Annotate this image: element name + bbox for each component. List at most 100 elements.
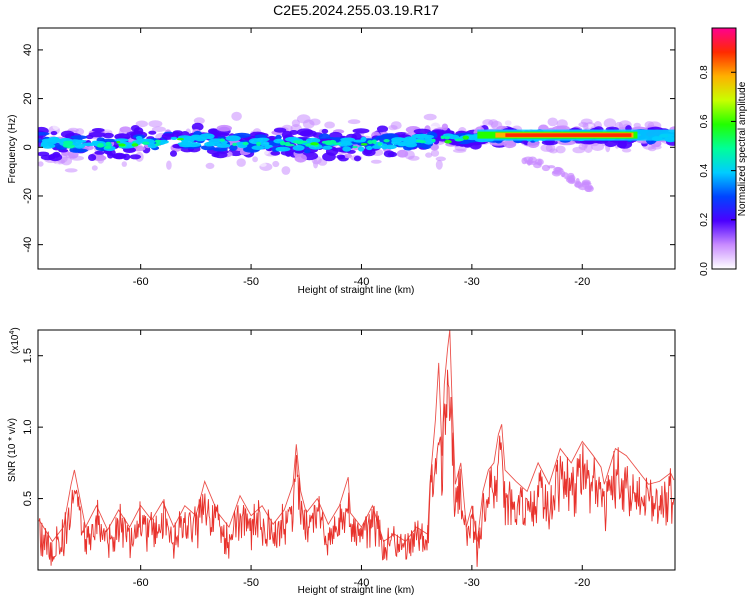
spectrogram-cell (252, 156, 258, 163)
colorbar-label: Normalized spectral amplitude (737, 81, 748, 216)
spectrogram-cell (444, 136, 450, 140)
spectrogram-heatmap (38, 110, 675, 193)
colorbar-tick-label: 0.2 (699, 212, 710, 226)
spectrogram-cell (260, 141, 270, 147)
spectrogram-cell (310, 142, 319, 146)
spectrogram-cell (569, 174, 576, 182)
spectrogram-cell (424, 136, 433, 143)
spectrogram-cell (305, 143, 312, 147)
spectrogram-cell (396, 149, 409, 158)
spectrogram-cell (229, 144, 238, 151)
spectrogram-cell (275, 134, 282, 140)
spectrogram-cell (423, 113, 437, 121)
spectrogram-cell (304, 149, 311, 154)
spectrogram-cell (50, 131, 58, 136)
spectrogram-cell (639, 120, 646, 126)
spectrogram-cell (131, 143, 139, 147)
snr-scale-label: (x10 (10, 334, 21, 354)
spectrogram-cell (185, 142, 201, 148)
spectrogram-cell (336, 154, 346, 160)
spectrogram-cell (322, 145, 333, 150)
spectrogram-cell (74, 143, 86, 149)
spectrogram-cell (231, 111, 242, 121)
spectrogram-cell (275, 146, 291, 152)
spectrogram-cell (352, 128, 370, 134)
spectrogram-cell (154, 139, 161, 143)
spectrogram-cell (88, 131, 106, 138)
spectrogram-cell (383, 150, 395, 158)
spectrogram-cell (503, 139, 517, 149)
spectrogram-cell (211, 152, 220, 158)
spectrogram-cell (435, 156, 446, 162)
spectrogram-cell (524, 120, 531, 126)
spectrogram-cell (408, 136, 417, 142)
svg-text:(x104): (x104) (9, 327, 21, 354)
spectrogram-cell (413, 134, 424, 139)
spectrogram-cell (408, 155, 420, 161)
spectrogram-cell (296, 114, 311, 124)
snr-xtick-label: -20 (574, 577, 590, 589)
spectrogram-cell (155, 143, 161, 146)
snr-ticks: -60 -50 -40 -30 -20 0.5 1.0 1.5 (22, 330, 675, 589)
spectrogram-cell (273, 127, 287, 133)
snr-series (38, 330, 675, 567)
spectrogram-cell (64, 168, 78, 173)
spectrogram-cell (322, 152, 336, 162)
spectrogram-cell (377, 117, 385, 127)
spectrogram-cell (236, 158, 246, 167)
spectrogram-xtick-label: -50 (243, 276, 259, 288)
spectrogram-cell (462, 135, 469, 140)
snr-ytick-label: 1.5 (22, 348, 34, 363)
spectrogram-cell (151, 126, 166, 132)
spectrogram-ytick-label: 40 (22, 44, 34, 56)
spectrogram-cell (353, 155, 362, 162)
spectrogram-cell (135, 120, 148, 128)
spectrogram-cell (284, 141, 291, 147)
spectrogram-cell (372, 139, 377, 143)
spectrogram-xlabel: Height of straight line (km) (298, 285, 415, 296)
spectrogram-cell (216, 124, 232, 132)
spectrogram-cell (116, 140, 121, 144)
spectrogram-cell (118, 143, 126, 147)
spectrogram-cell (321, 128, 329, 134)
spectrogram-cell (413, 128, 431, 135)
spectrogram-cell (232, 142, 237, 146)
spectrogram-cell (38, 138, 43, 143)
spectrogram-cell (277, 155, 287, 165)
spectrogram-cell (390, 121, 402, 130)
spectrogram-cell (296, 163, 305, 170)
spectrogram-cell (533, 162, 542, 169)
spectrogram-cell (292, 145, 305, 151)
spectrogram-cell (357, 146, 365, 152)
spectrogram-cell (101, 124, 115, 131)
spectrogram-cell (170, 136, 178, 140)
spectrogram-cell (430, 149, 440, 157)
spectrogram-cell (256, 141, 261, 146)
spectrogram-cell (52, 122, 60, 131)
spectrogram-cell (344, 153, 352, 159)
spectrogram-cell (136, 138, 148, 142)
snr-xtick-label: -40 (354, 577, 370, 589)
spectrogram-band-peak (505, 133, 632, 137)
spectrogram-cell (281, 166, 291, 175)
spectrogram-cell (621, 148, 632, 153)
spectrogram-cell (272, 160, 280, 168)
spectrogram-cell (633, 146, 641, 153)
spectrogram-cell (205, 162, 215, 169)
spectrogram-cell (219, 138, 226, 142)
spectrogram-cell (176, 137, 184, 141)
colorbar-ticks: 0.0 0.2 0.4 0.6 0.8 (699, 65, 736, 276)
spectrogram-cell (263, 146, 270, 150)
spectrogram-cell (435, 130, 445, 136)
spectrogram-cell (91, 128, 105, 133)
spectrogram-cell (461, 121, 466, 127)
colorbar-frame (711, 27, 737, 270)
spectrogram-ticks: -60 -50 -40 -30 -20 -40 -20 0 20 40 (22, 28, 675, 288)
spectrogram-cell (72, 148, 88, 153)
spectrogram-cell (279, 141, 286, 146)
colorbar: 0.0 0.2 0.4 0.6 0.8 Normalized spectral ampl… (699, 27, 748, 276)
spectrogram-cell (148, 120, 163, 128)
spectrogram-ytick-label: 20 (22, 92, 34, 104)
spectrogram-ytick-label: 0 (22, 144, 34, 150)
spectrogram-cell (40, 143, 56, 149)
